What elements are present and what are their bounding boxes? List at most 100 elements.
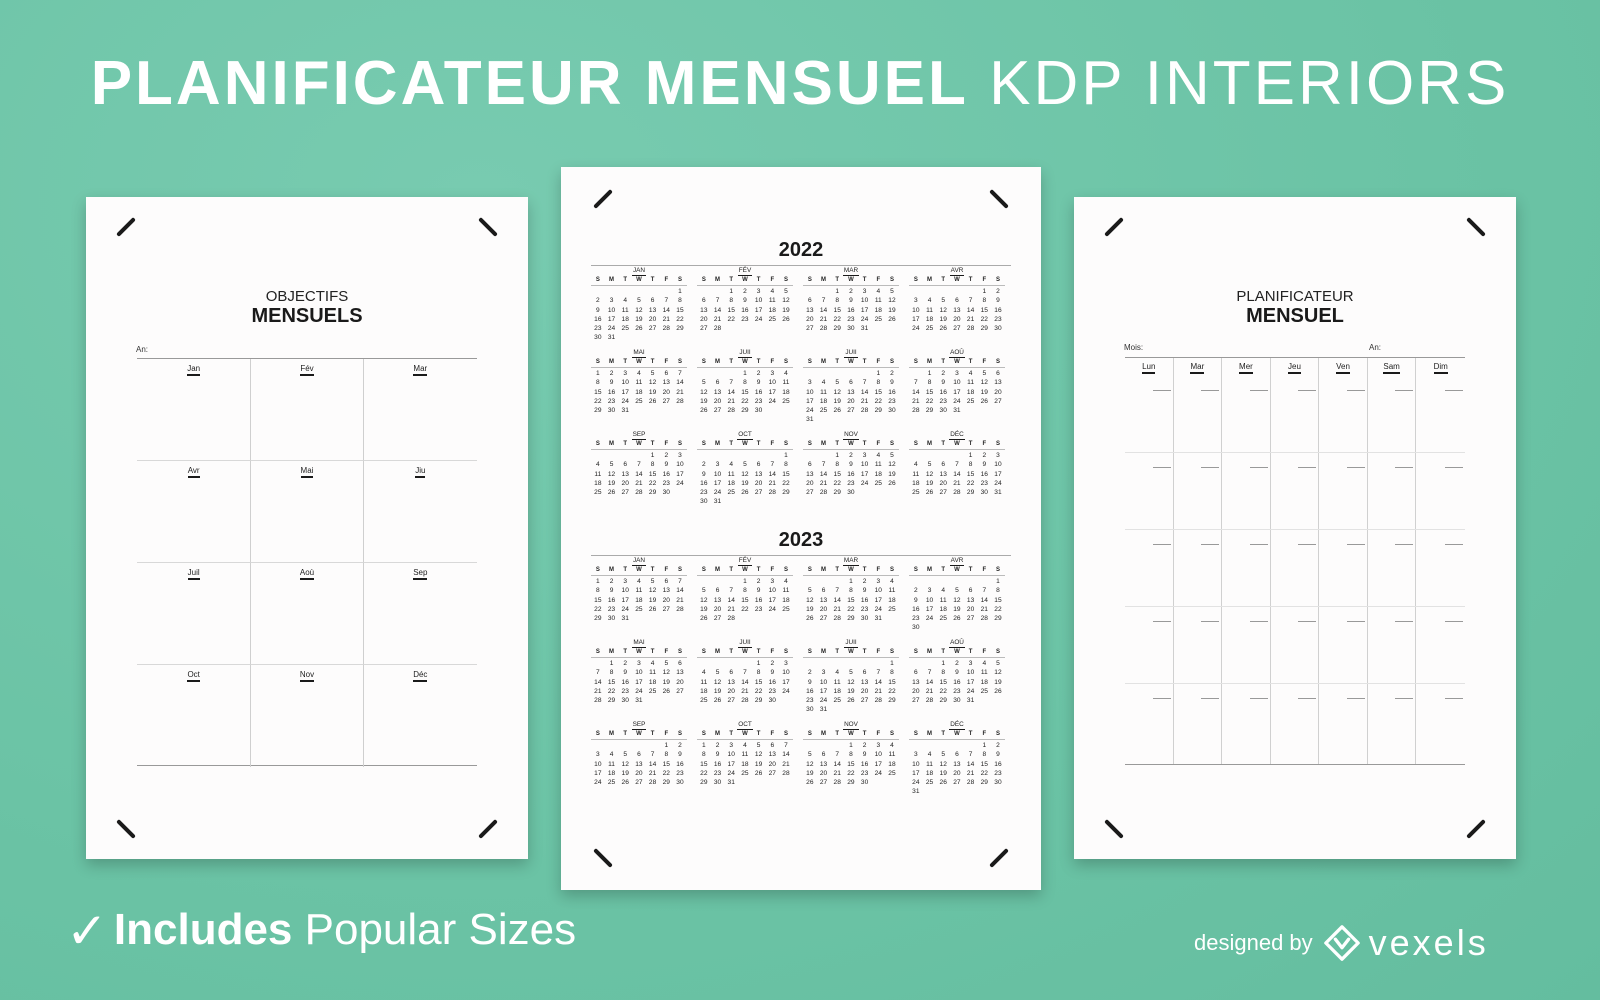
- calendar-day: [673, 406, 687, 415]
- calendar-weekday: T: [968, 277, 973, 283]
- calendar-day: 30: [994, 778, 1002, 786]
- planificateur-date-dash: [1395, 467, 1414, 468]
- calendar-week-row: 30 31: [697, 497, 793, 506]
- calendar-day: 8: [756, 669, 761, 677]
- calendar-day: [765, 406, 779, 415]
- calendar-day: 17: [874, 596, 882, 604]
- calendar-day: 8: [876, 379, 881, 387]
- calendar-day: 9: [623, 669, 628, 677]
- calendar-day: 6: [821, 587, 826, 595]
- calendar-day: 17: [874, 760, 882, 768]
- calendar-day: 20: [662, 388, 670, 396]
- calendar-week-row: 19 20 21 22 23 24 25: [803, 605, 899, 614]
- calendar-day: 25: [782, 397, 790, 405]
- calendar-day: [632, 333, 646, 342]
- calendar-month: SEP S M T W T F S 1 2 3 4 5 6 7 8 9 10 11 12 13 14 15 16 17 18 19 2…: [591, 431, 687, 497]
- calendar-day: 23: [607, 397, 616, 405]
- calendar-day: 14: [874, 678, 882, 686]
- calendar-day: 8: [702, 751, 706, 759]
- calendar-day: 15: [925, 388, 934, 396]
- calendar-day: [646, 614, 660, 623]
- calendar-day: 23: [847, 315, 855, 323]
- objectifs-month-cell: Déc: [364, 665, 477, 767]
- calendar-weekday: S: [783, 441, 788, 447]
- calendar-day: 18: [819, 397, 828, 405]
- calendar-day: [779, 497, 793, 506]
- calendar-weekday: F: [770, 277, 775, 283]
- calendar-day: 8: [835, 297, 840, 305]
- calendar-week-row: 13 14 15 16 17 18 19: [803, 306, 899, 315]
- calendar-weekday: T: [835, 649, 840, 655]
- calendar-weekday: T: [650, 567, 655, 573]
- calendar-weekday: M: [609, 649, 615, 655]
- calendar-day: 14: [768, 470, 776, 478]
- calendar-day: 27: [635, 778, 643, 786]
- planificateur-date-dash: [1152, 698, 1171, 699]
- calendar-day: 30: [768, 696, 776, 704]
- planificateur-week-line: [1125, 529, 1465, 530]
- calendar-weekday: S: [807, 277, 812, 283]
- calendar-weekday: S: [913, 441, 918, 447]
- calendar-day: 11: [939, 596, 947, 604]
- calendar-day: 16: [700, 479, 708, 487]
- calendar-day: 9: [756, 379, 761, 387]
- calendar-week-row: 19 20 21 22 23 24 25: [803, 769, 899, 778]
- calendar-day: 24: [819, 696, 828, 704]
- planificateur-day-label: Mer: [1239, 362, 1253, 374]
- calendar-day: 6: [715, 379, 720, 387]
- calendar-day: 22: [833, 315, 841, 323]
- calendar-weekday: T: [650, 441, 655, 447]
- calendar-year-rule: [591, 265, 1011, 266]
- calendar-year-title: 2023: [778, 529, 824, 551]
- calendar-day: 6: [955, 751, 959, 759]
- calendar-day: [803, 659, 817, 668]
- calendar-day: 26: [888, 479, 896, 487]
- calendar-day: 17: [621, 596, 629, 604]
- calendar-weekday: T: [835, 277, 840, 283]
- calendar-day: 31: [966, 696, 975, 704]
- calendar-day: 7: [821, 297, 826, 305]
- calendar-day: 22: [966, 479, 975, 487]
- calendar-weekday: T: [756, 567, 761, 573]
- calendar-day: [977, 696, 991, 705]
- calendar-day: 3: [770, 578, 775, 586]
- calendar-day: 4: [941, 587, 946, 595]
- calendar-day: [618, 741, 632, 750]
- headline-light: KDP INTERIORS: [989, 49, 1510, 118]
- calendar-day: 11: [649, 669, 657, 677]
- calendar-day: [936, 787, 950, 796]
- calendar-month: AOÛ S M T W T F S 1 2 3 4 5 6 7 8 9 10 11 12 13 14 15 16 17 18 19 2…: [909, 349, 1005, 415]
- calendar-weekday: S: [807, 649, 812, 655]
- calendar-day: 7: [650, 751, 655, 759]
- calendar-weekday: M: [715, 359, 721, 365]
- calendar-day: [977, 787, 991, 796]
- calendar-day: [858, 415, 872, 424]
- calendar-week-row: 24 25 26 27 28 29 30: [591, 778, 687, 787]
- calendar-day: [871, 324, 885, 333]
- checkmark-icon: ✓: [66, 903, 108, 959]
- calendar-day: [909, 451, 923, 460]
- calendar-weekday: S: [783, 359, 788, 365]
- calendar-day: 10: [768, 379, 776, 387]
- calendar-day: 20: [768, 760, 776, 768]
- calendar-day: [779, 696, 793, 705]
- calendar-day: 21: [966, 315, 975, 323]
- calendar-day: 10: [621, 587, 629, 595]
- calendar-day: 5: [996, 660, 1000, 668]
- calendar-day: 2: [849, 288, 853, 296]
- calendar-day: 22: [662, 769, 670, 777]
- calendar-day: 11: [700, 678, 708, 686]
- calendar-day: 1: [729, 288, 734, 296]
- calendar-day: 15: [888, 678, 896, 686]
- calendar-day: 4: [982, 660, 987, 668]
- calendar-day: 27: [860, 696, 869, 704]
- calendar-month: SEP S M T W T F S 1 2 3 4 5 6 7 8 9 10 11 12 13 14 15 16 17 18 19 2…: [591, 721, 687, 787]
- calendar-day: 4: [784, 578, 788, 586]
- calendar-weekday: S: [995, 277, 1000, 283]
- calendar-weekday: W: [848, 277, 854, 283]
- calendar-month-rule: [803, 285, 899, 287]
- calendar-day: 16: [713, 760, 722, 768]
- calendar-weekday: W: [636, 649, 642, 655]
- calendar-weekday: T: [862, 441, 867, 447]
